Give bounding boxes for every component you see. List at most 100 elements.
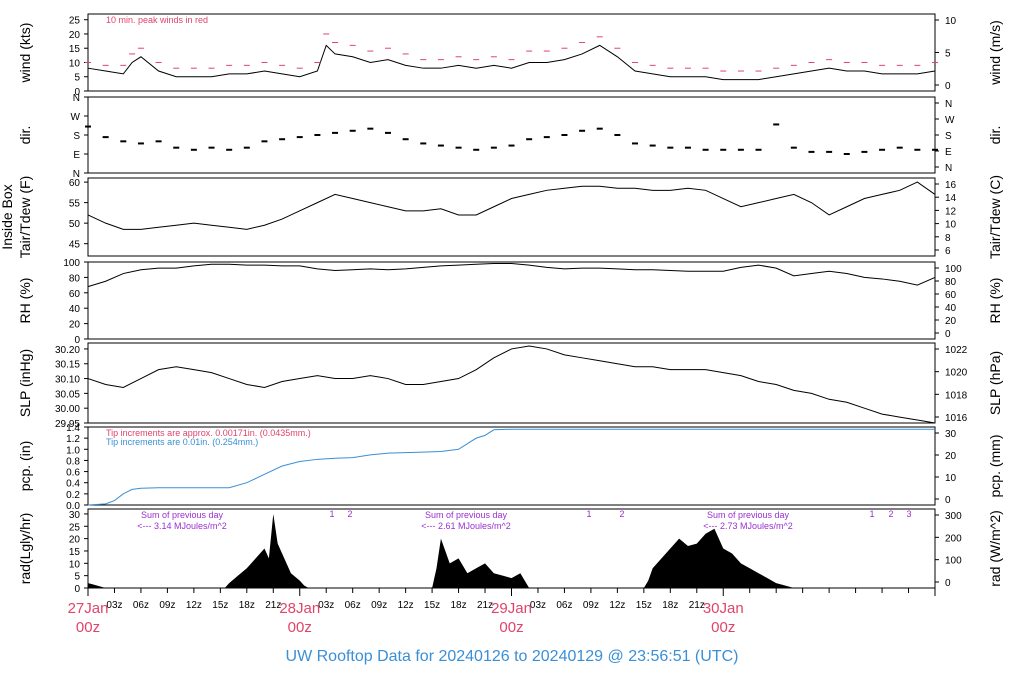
annotation-pcp: Tip increments are approx. 0.00171in. (0… — [106, 428, 311, 438]
y-tick-label-left: 30.00 — [55, 404, 80, 415]
dir-point — [720, 148, 727, 151]
y-axis-label-right: dir. — [987, 126, 1003, 145]
panel-slp — [84, 342, 939, 424]
dir-point — [367, 127, 374, 130]
panel-pcp — [84, 426, 939, 506]
y-tick-label-right: 10 — [945, 16, 957, 27]
panel-dir — [84, 96, 939, 174]
annotation-rad: 3 — [906, 509, 911, 519]
annotation-wind: 10 min. peak winds in red — [106, 15, 208, 25]
dir-point — [737, 148, 744, 151]
dir-point — [261, 140, 268, 143]
y-tick-label-right: 12 — [945, 206, 957, 217]
y-tick-label-left: 30.10 — [55, 375, 80, 386]
y-tick-label-left: 1.0 — [66, 445, 80, 456]
y-tick-label-left: 30 — [69, 510, 81, 521]
dir-point — [137, 142, 144, 145]
annotation-rad: Sum of previous day — [707, 510, 790, 520]
series-line-temp — [87, 181, 936, 230]
panel-frame — [87, 426, 936, 506]
dir-point — [384, 131, 391, 134]
y-axis-label-right: rad (W/m^2) — [987, 510, 1003, 587]
y-tick-label-left: 25 — [69, 16, 81, 27]
y-tick-label-left: 1.2 — [66, 434, 80, 445]
x-tick-label: 21z — [265, 600, 281, 611]
y-tick-label-left: S — [73, 131, 80, 142]
x-tick-label: 18z — [451, 600, 467, 611]
dir-point — [190, 148, 197, 151]
y-tick-label-left: 55 — [69, 199, 81, 210]
dir-point — [543, 136, 550, 139]
y-tick-label-left: 25 — [69, 522, 81, 533]
dir-point — [120, 140, 127, 143]
y-tick-label-left: 0.0 — [66, 501, 80, 512]
x-tick-label: 09z — [371, 600, 387, 611]
dir-point — [932, 148, 938, 151]
x-tick-label: 06z — [556, 600, 572, 611]
dir-point — [561, 134, 568, 136]
y-axis-label-left: Tair/Tdew (F) — [17, 176, 33, 258]
panel-frame — [87, 13, 936, 92]
y-axis-label-left: pcp. (in) — [17, 441, 33, 492]
x-tick-label: 03z — [318, 600, 334, 611]
annotation-rad: Sum of previous day — [425, 510, 508, 520]
dir-point — [437, 144, 444, 147]
panel-frame — [87, 342, 936, 424]
y-tick-label-left: 20 — [69, 320, 81, 331]
y-tick-label-right: 1016 — [945, 413, 968, 424]
y-tick-label-left: 0.4 — [66, 479, 80, 490]
series-line-wind — [87, 44, 936, 81]
y-tick-label-left: 10 — [69, 559, 81, 570]
y-tick-label-left: E — [73, 150, 80, 161]
x-tick-label: 15z — [424, 600, 440, 611]
y-axis-label-left: dir. — [17, 126, 33, 145]
y-tick-label-right: 8 — [945, 233, 951, 244]
y-tick-label-left: 20 — [69, 30, 81, 41]
dir-point — [914, 148, 921, 151]
annotation-rad: 2 — [888, 509, 893, 519]
dir-point — [808, 150, 815, 153]
dir-point — [243, 146, 250, 149]
y-axis-label-right: SLP (hPa) — [987, 351, 1003, 415]
panel-temp — [84, 177, 939, 257]
annotation-rad: Sum of previous day — [141, 510, 224, 520]
y-tick-label-left: 0 — [74, 335, 80, 346]
y-axis-label-right: pcp. (mm) — [987, 435, 1003, 498]
y-tick-label-right: 30 — [945, 429, 957, 440]
dir-point — [614, 134, 621, 136]
dir-point — [402, 138, 409, 141]
dir-point — [314, 134, 321, 136]
dir-point — [102, 136, 109, 139]
y-tick-label-right: N — [945, 163, 952, 174]
y-tick-label-left: 80 — [69, 273, 81, 284]
x-tick-label: 09z — [583, 600, 599, 611]
y-tick-label-right: 10 — [945, 473, 957, 484]
y-tick-label-right: 100 — [945, 556, 962, 567]
dir-point — [173, 146, 180, 149]
y-tick-label-right: E — [945, 147, 952, 158]
y-tick-label-right: 1020 — [945, 368, 968, 379]
x-tick-label: 06z — [345, 600, 361, 611]
y-tick-label-right: 0 — [945, 495, 951, 506]
y-tick-label-left: 60 — [69, 178, 81, 189]
x-tick-label: 18z — [662, 600, 678, 611]
annotation-rad: 1 — [869, 509, 874, 519]
y-tick-label-right: 20 — [945, 316, 957, 327]
y-tick-label-left: W — [71, 112, 81, 123]
y-tick-label-right: S — [945, 131, 952, 142]
x-date-sublabel: 00z — [711, 619, 735, 636]
panel-wind — [84, 13, 939, 92]
y-axis-label-left: wind (kts) — [17, 23, 33, 84]
y-tick-label-right: 100 — [945, 264, 962, 275]
dir-point — [667, 146, 674, 149]
y-tick-label-left: 20 — [69, 535, 81, 546]
x-date-label: 28Jan — [279, 600, 320, 617]
dir-point — [455, 146, 462, 149]
y-tick-label-right: 0 — [945, 81, 951, 92]
y-tick-label-right: 0 — [945, 329, 951, 340]
dir-point — [526, 138, 533, 141]
x-date-sublabel: 00z — [76, 619, 100, 636]
y-tick-label-left: 15 — [69, 547, 81, 558]
